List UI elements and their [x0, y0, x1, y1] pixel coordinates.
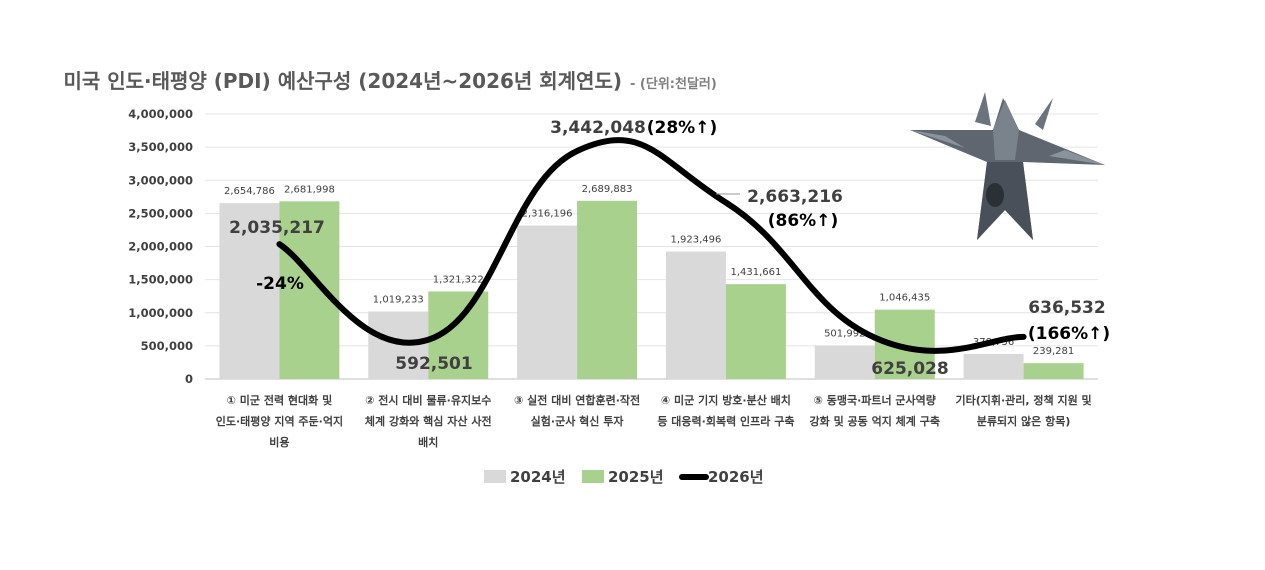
x-category-label: 배치 [418, 435, 438, 449]
x-category-label: ④ 미군 기지 방호·분산 배치 [661, 393, 791, 407]
x-category-label: 실험·군사 혁신 투자 [531, 414, 625, 428]
bar-value-label: 501,992 [824, 329, 865, 340]
y-tick-label: 0 [185, 372, 193, 386]
bar-value-label: 1,321,322 [433, 274, 484, 285]
chart-title: 미국 인도·태평양 (PDI) 예산구성 (2024년~2026년 회계연도) [63, 69, 622, 93]
bar-2024년-1 [219, 203, 280, 379]
bar-value-label: 1,046,435 [879, 293, 930, 304]
legend-swatch-2024 [484, 470, 506, 483]
bar-value-label: 2,316,196 [522, 209, 573, 220]
bar-2025년-1 [279, 201, 340, 379]
x-category-label: 체계 강화와 핵심 자산 사전 [365, 414, 492, 428]
line-label-2: 592,501 [395, 354, 472, 374]
y-tick-label: 2,000,000 [128, 240, 193, 254]
bar-2024년-4 [665, 251, 726, 379]
y-tick-label: 4,000,000 [128, 107, 193, 121]
line-label-1: 2,035,217 [229, 218, 325, 238]
x-category-label: 비용 [269, 435, 289, 449]
change-label-6: (166%↑) [1028, 324, 1110, 344]
change-label-4: (86%↑) [768, 211, 838, 231]
bar-value-label: 2,689,883 [582, 184, 633, 195]
bar-value-label: 1,019,233 [373, 294, 424, 305]
y-tick-label: 1,500,000 [128, 273, 193, 287]
legend-label-2025: 2025년 [608, 468, 664, 486]
bar-2025년-3 [577, 200, 638, 379]
legend: 2024년 2025년 2026년 [484, 468, 764, 486]
x-category-label: 분류되지 않은 항목) [977, 414, 1071, 428]
bar-2024년-2 [368, 311, 429, 379]
x-category-label: 강화 및 공동 억지 체계 구축 [810, 414, 940, 428]
bar-2024년-5 [814, 345, 875, 379]
line-data-labels: 2,035,217 -24% 592,501 3,442,048 (28%↑) … [229, 118, 1110, 379]
bar-2024년-3 [517, 225, 578, 379]
x-category-label: 인도·태평양 지역 주둔·억지 [216, 414, 343, 428]
bar-value-label: 1,431,661 [730, 267, 781, 278]
y-tick-label: 2,500,000 [128, 206, 193, 220]
line-label-4: 2,663,216 [747, 187, 843, 207]
legend-swatch-2025 [582, 470, 604, 483]
bar-2025년-6 [1023, 363, 1084, 379]
y-tick-label: 1,000,000 [128, 306, 193, 320]
x-category-label: 기타(지휘·관리, 정책 지원 및 [955, 393, 1091, 407]
bar-value-label: 239,281 [1033, 346, 1074, 357]
series-2026-line [276, 137, 1027, 354]
change-label-1: -24% [256, 274, 304, 294]
x-category-label: ③ 실전 대비 연합훈련·작전 [514, 393, 640, 407]
line-label-3: 3,442,048 [550, 118, 646, 138]
y-tick-label: 3,500,000 [128, 140, 193, 154]
change-label-3: (28%↑) [647, 118, 717, 138]
x-category-label: 등 대응력·회복력 인프라 구축 [657, 414, 794, 428]
legend-label-2026: 2026년 [708, 468, 764, 486]
bar-2024년-6 [963, 353, 1024, 379]
bars [219, 200, 1084, 379]
legend-label-2024: 2024년 [510, 468, 566, 486]
line-label-5: 625,028 [871, 359, 948, 379]
y-axis-ticks: 0 500,000 1,000,000 1,500,000 2,000,000 2,500… [128, 107, 193, 386]
bar-value-label: 1,923,496 [670, 235, 721, 246]
bar-data-labels: 2,654,786 2,681,998 1,019,233 1,321,322 2,31… [224, 184, 1074, 357]
chart-unit-note: - (단위:천달러) [630, 76, 717, 92]
x-category-label: ① 미군 전력 현대화 및 [227, 393, 333, 407]
y-tick-label: 3,000,000 [128, 173, 193, 187]
bar-2025년-4 [725, 284, 786, 379]
gridlines [205, 113, 1098, 380]
bar-value-label: 2,681,998 [284, 184, 335, 195]
x-category-label: ⑤ 동맹국·파트너 군사역량 [814, 393, 936, 407]
fighter-jet-icon [910, 92, 1105, 240]
bar-value-label: 2,654,786 [224, 186, 275, 197]
x-category-label: ② 전시 대비 물류·유지보수 [365, 393, 491, 407]
y-tick-label: 500,000 [141, 339, 193, 353]
line-label-6: 636,532 [1028, 298, 1105, 318]
